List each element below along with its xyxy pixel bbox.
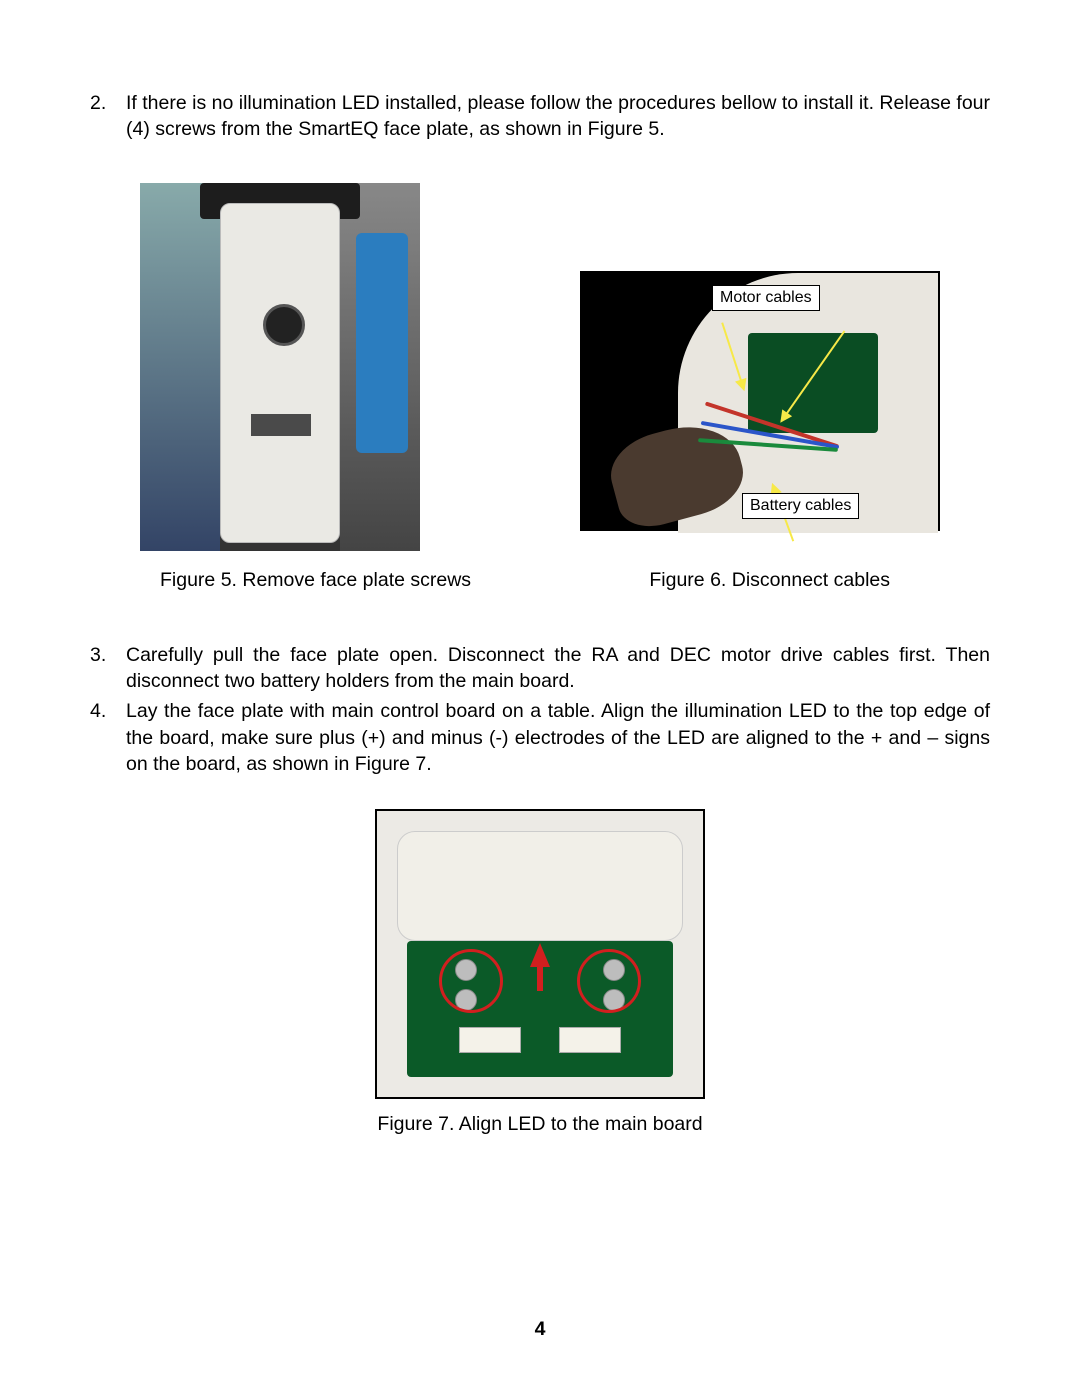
step-2: 2. If there is no illumination LED insta… xyxy=(90,90,990,143)
step-text: If there is no illumination LED installe… xyxy=(126,90,990,143)
page-number: 4 xyxy=(0,1318,1080,1341)
figure7-connector-dec xyxy=(559,1027,621,1053)
figure5-faceplate xyxy=(220,203,340,543)
figure7-connector-ra xyxy=(459,1027,521,1053)
step-number: 3. xyxy=(90,642,126,695)
step-text: Lay the face plate with main control boa… xyxy=(126,698,990,777)
step-number: 2. xyxy=(90,90,126,143)
figure-7-image xyxy=(375,809,705,1099)
step-number: 4. xyxy=(90,698,126,777)
figure7-mark-circle-left xyxy=(439,949,503,1013)
figure6-callout-battery: Battery cables xyxy=(742,493,859,519)
figure-6-caption: Figure 6. Disconnect cables xyxy=(649,569,890,592)
caption-row-5-6: Figure 5. Remove face plate screws Figur… xyxy=(130,569,950,592)
figure7-mark-circle-right xyxy=(577,949,641,1013)
figure5-telecope-tube xyxy=(356,233,408,453)
figure-6-image: Motor cables Battery cables xyxy=(580,271,940,531)
figure7-up-arrow-icon xyxy=(530,943,550,967)
figure-6-column: Motor cables Battery cables xyxy=(580,271,940,551)
step-text: Carefully pull the face plate open. Disc… xyxy=(126,642,990,695)
figure-5-image xyxy=(140,183,420,551)
figure5-background-window xyxy=(140,183,220,551)
figure-5-caption: Figure 5. Remove face plate screws xyxy=(160,569,471,592)
figure-row-5-6: Motor cables Battery cables xyxy=(130,183,950,551)
figure-7-caption: Figure 7. Align LED to the main board xyxy=(377,1113,702,1136)
figure-7-wrap: Figure 7. Align LED to the main board xyxy=(90,809,990,1136)
figure7-plate xyxy=(397,831,683,941)
step-4: 4. Lay the face plate with main control … xyxy=(90,698,990,777)
figure6-callout-motor: Motor cables xyxy=(712,285,820,311)
figure-5-column xyxy=(140,183,420,551)
document-page: 2. If there is no illumination LED insta… xyxy=(0,0,1080,1397)
step-3: 3. Carefully pull the face plate open. D… xyxy=(90,642,990,695)
